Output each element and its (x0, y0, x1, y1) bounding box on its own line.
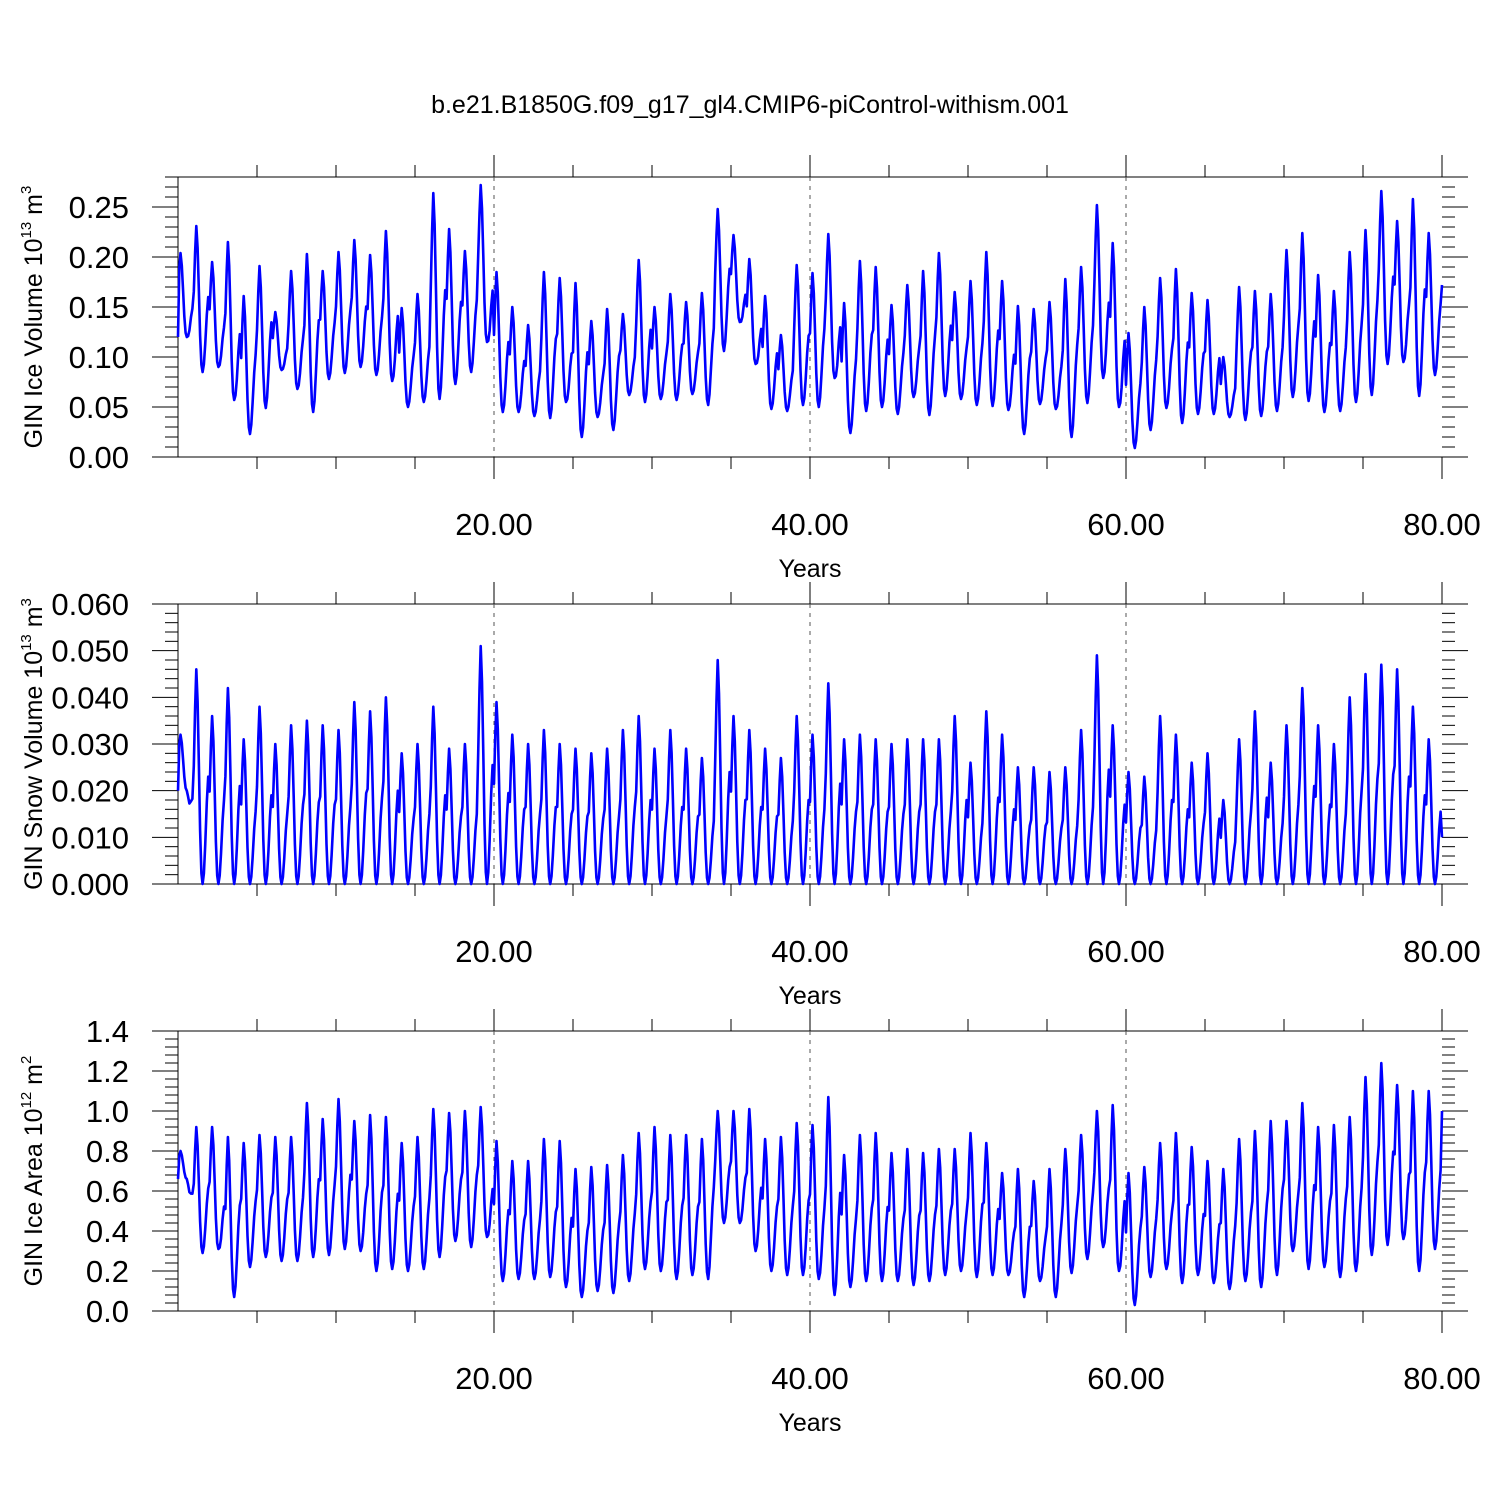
y-tick-label: 0.6 (86, 1174, 129, 1209)
ice-volume-panel: 0.00 0.05 0.10 0.15 0.20 0.25 20.00 40.00 60.00 8… (18, 155, 1481, 583)
y-tick-label: 0.010 (51, 820, 129, 855)
x-tick-label: 20.00 (455, 1361, 533, 1396)
y-tick-label: 0.4 (86, 1214, 129, 1249)
x-tick-label: 40.00 (771, 507, 849, 542)
x-axis-label: Years (778, 982, 841, 1010)
y-tick-label: 0.040 (51, 680, 129, 715)
y-tick-label: 0.020 (51, 774, 129, 809)
y-tick-label: 0.8 (86, 1134, 129, 1169)
x-tick-label: 60.00 (1087, 1361, 1165, 1396)
x-tick-label: 40.00 (771, 934, 849, 969)
y-tick-label: 0.00 (69, 440, 129, 475)
data-series-line (176, 1061, 1444, 1307)
y-tick-label: 0.20 (69, 240, 129, 275)
x-axis-label: Years (778, 555, 841, 583)
snow-volume-panel: 0.000 0.010 0.020 0.030 0.040 0.050 0.060 20.00… (18, 582, 1481, 1010)
y-tick-label: 0.000 (51, 867, 129, 902)
ice-area-panel: 0.0 0.2 0.4 0.6 0.8 1.0 1.2 1.4 20.00 40.00 60.00 8… (18, 1009, 1481, 1437)
y-tick-label: 0.15 (69, 290, 129, 325)
y-tick-label: 0.2 (86, 1254, 129, 1289)
x-tick-label: 80.00 (1403, 934, 1481, 969)
y-tick-label: 0.060 (51, 587, 129, 622)
x-tick-label: 20.00 (455, 507, 533, 542)
y-tick-label: 0.10 (69, 340, 129, 375)
x-tick-label: 20.00 (455, 934, 533, 969)
y-tick-label: 0.030 (51, 727, 129, 762)
y-tick-label: 1.4 (86, 1014, 129, 1049)
y-tick-label: 0.0 (86, 1294, 129, 1329)
x-tick-label: 80.00 (1403, 507, 1481, 542)
y-axis-label: GIN Ice Area 1012 m2 (18, 1056, 48, 1287)
y-tick-label: 1.0 (86, 1094, 129, 1129)
figure-title: b.e21.B1850G.f09_g17_gl4.CMIP6-piControl… (431, 91, 1069, 119)
data-series-line (176, 183, 1444, 450)
x-tick-label: 60.00 (1087, 934, 1165, 969)
y-tick-label: 0.050 (51, 634, 129, 669)
y-tick-label: 0.05 (69, 390, 129, 425)
x-axis-label: Years (778, 1409, 841, 1437)
y-tick-label: 0.25 (69, 190, 129, 225)
x-tick-label: 40.00 (771, 1361, 849, 1396)
y-axis-label: GIN Ice Volume 1013 m3 (18, 186, 48, 449)
x-tick-label: 80.00 (1403, 1361, 1481, 1396)
x-tick-label: 60.00 (1087, 507, 1165, 542)
y-axis-label: GIN Snow Volume 1013 m3 (18, 598, 48, 890)
data-series-line (176, 644, 1444, 886)
y-tick-label: 1.2 (86, 1054, 129, 1089)
